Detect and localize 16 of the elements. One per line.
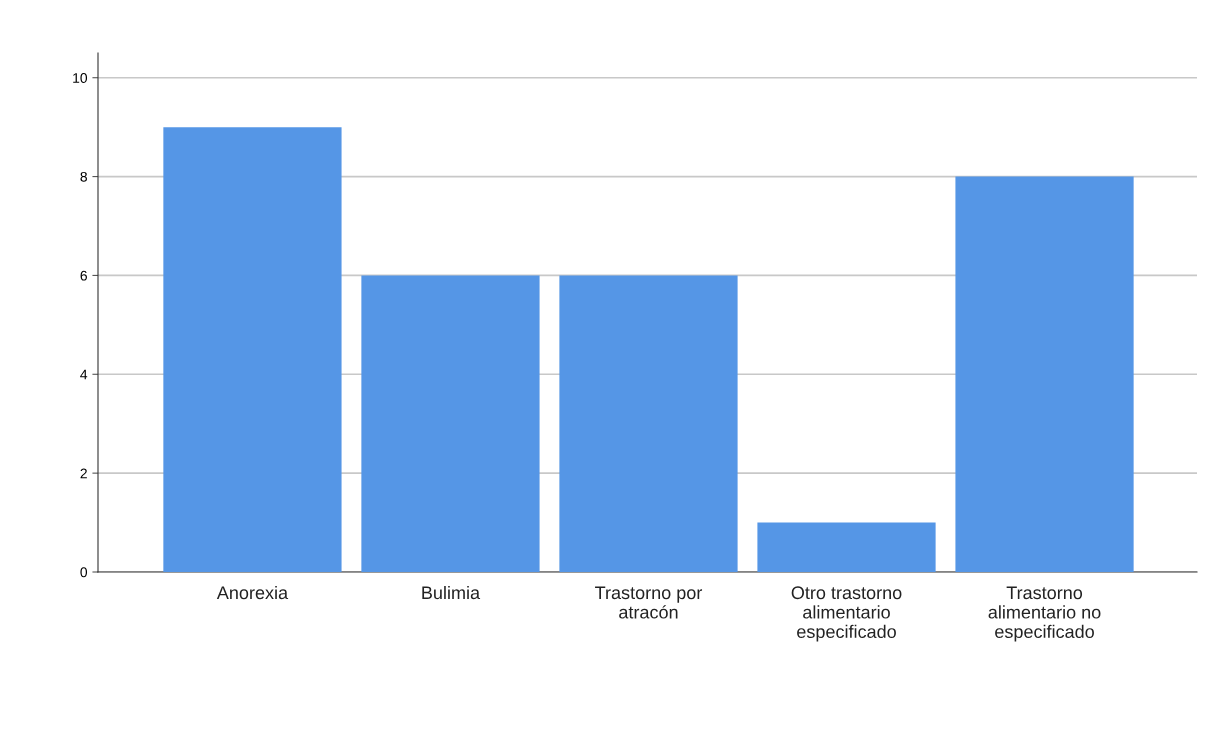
bar bbox=[955, 176, 1134, 572]
bar bbox=[559, 275, 738, 572]
x-tick-label: Bulimia bbox=[422, 585, 481, 600]
bar bbox=[361, 275, 540, 572]
x-tick-label: Otro trastorno alimentario especificado bbox=[791, 586, 902, 642]
x-tick-label: Anorexia bbox=[216, 585, 289, 600]
x-tick-label: Trastorno alimentario no especificado bbox=[988, 586, 1101, 642]
y-tick-label: 2 bbox=[80, 468, 87, 479]
y-tick-label: 6 bbox=[80, 270, 87, 281]
y-tick-label: 8 bbox=[80, 171, 87, 182]
bar bbox=[757, 522, 936, 572]
y-tick-label: 4 bbox=[80, 369, 88, 380]
y-tick-label: 0 bbox=[80, 567, 88, 578]
y-tick-label: 10 bbox=[73, 73, 88, 83]
bar bbox=[163, 127, 342, 572]
x-tick-label: Trastorno por atracón bbox=[595, 586, 703, 619]
